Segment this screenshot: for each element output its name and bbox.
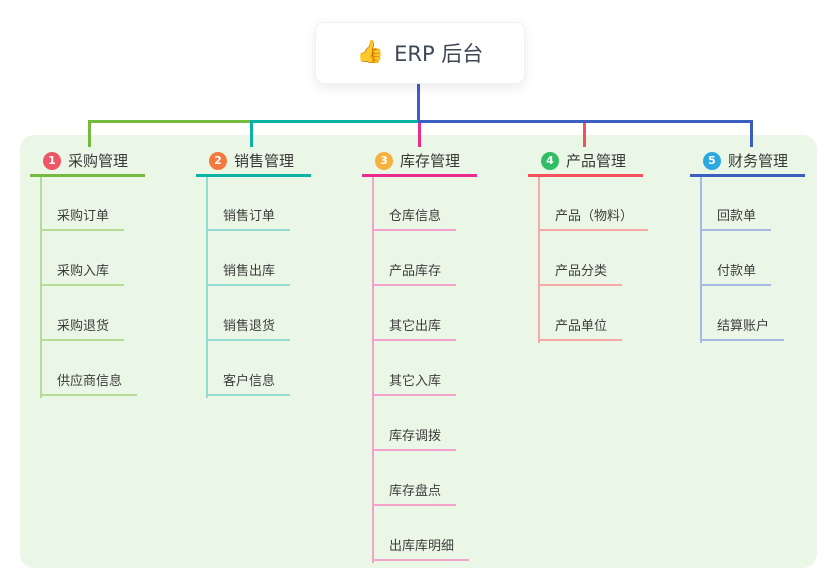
- bus-segment-left: [88, 120, 250, 123]
- branch-item[interactable]: 结算账户: [700, 286, 785, 341]
- branch-column-line: [538, 177, 540, 343]
- branch-item[interactable]: 出库库明细: [372, 506, 470, 561]
- branch-item-label: 客户信息: [223, 374, 276, 389]
- branch-item-label: 采购入库: [57, 264, 110, 279]
- branch-item[interactable]: 产品分类: [538, 231, 623, 286]
- branch-items: 回款单付款单结算账户: [700, 176, 785, 341]
- branch-item-label: 销售出库: [223, 264, 276, 279]
- branch-drop-line: [583, 123, 586, 147]
- bus-segment-center-left: [250, 120, 418, 123]
- branch-item-label: 采购订单: [57, 209, 110, 224]
- branch-item[interactable]: 采购入库: [40, 231, 125, 286]
- branch-column-line: [700, 177, 702, 343]
- branch-label: 销售管理: [234, 152, 295, 170]
- branch-items: 采购订单采购入库采购退货供应商信息: [40, 176, 138, 396]
- branches-panel: [20, 135, 817, 568]
- thumbs-up-icon: 👍: [356, 40, 385, 65]
- branch-item-label: 采购退货: [57, 319, 110, 334]
- branch-number-badge: 2: [209, 151, 227, 170]
- branch-item[interactable]: 其它入库: [372, 341, 457, 396]
- branch-item[interactable]: 客户信息: [206, 341, 291, 396]
- branch-item-label: 付款单: [717, 264, 757, 279]
- branch-column-line: [206, 177, 208, 398]
- branch-drop-line: [750, 123, 753, 147]
- branch-column-line: [40, 177, 42, 398]
- branch-item-label: 库存调拨: [389, 429, 442, 444]
- root-label: ERP 后台: [394, 42, 484, 66]
- branch-item-label: 供应商信息: [57, 374, 123, 389]
- branch-number-badge: 5: [703, 151, 721, 170]
- branch-label: 库存管理: [400, 152, 461, 170]
- branch-item-label: 出库库明细: [389, 539, 455, 554]
- branch-item-label: 产品分类: [555, 264, 608, 279]
- branch-item[interactable]: 其它出库: [372, 286, 457, 341]
- branch-drop-line: [250, 123, 253, 147]
- branch-item-label: 其它入库: [389, 374, 442, 389]
- branch-items: 仓库信息产品库存其它出库其它入库库存调拨库存盘点出库库明细: [372, 176, 470, 561]
- branch-title[interactable]: 1 采购管理: [30, 147, 145, 177]
- branch-number-badge: 1: [43, 151, 61, 170]
- branch-item[interactable]: 库存调拨: [372, 396, 457, 451]
- branch-item[interactable]: 采购退货: [40, 286, 125, 341]
- branch-title[interactable]: 3 库存管理: [362, 147, 477, 177]
- root-node[interactable]: 👍 ERP 后台: [315, 22, 525, 84]
- branch-item-label: 销售退货: [223, 319, 276, 334]
- branch-item[interactable]: 产品库存: [372, 231, 457, 286]
- branch-items: 销售订单销售出库销售退货客户信息: [206, 176, 291, 396]
- branch-items: 产品（物料） 产品分类产品单位: [538, 176, 649, 341]
- branch-item-label: 产品单位: [555, 319, 608, 334]
- branch-item-label: 仓库信息: [389, 209, 442, 224]
- branch-column-line: [372, 177, 374, 563]
- branch-item[interactable]: 仓库信息: [372, 176, 457, 231]
- branch-item-label: 销售订单: [223, 209, 276, 224]
- branch-item[interactable]: 销售退货: [206, 286, 291, 341]
- branch-item[interactable]: 销售订单: [206, 176, 291, 231]
- branch-item-label: 库存盘点: [389, 484, 442, 499]
- root-connector-line: [417, 82, 420, 123]
- branch-item[interactable]: 回款单: [700, 176, 772, 231]
- branch-item-label: 其它出库: [389, 319, 442, 334]
- branch-item[interactable]: 产品（物料）: [538, 176, 649, 231]
- branch-label: 产品管理: [566, 152, 627, 170]
- branch-label: 财务管理: [728, 152, 789, 170]
- branch-drop-line: [88, 123, 91, 147]
- branch-number-badge: 4: [541, 151, 559, 170]
- branch-item-label: 产品库存: [389, 264, 442, 279]
- branch-item-label: 结算账户: [717, 319, 770, 334]
- branch-drop-line: [418, 123, 421, 147]
- branch-title[interactable]: 5 财务管理: [690, 147, 805, 177]
- branch-item[interactable]: 采购订单: [40, 176, 125, 231]
- branch-item[interactable]: 库存盘点: [372, 451, 457, 506]
- branch-item[interactable]: 付款单: [700, 231, 772, 286]
- branch-label: 采购管理: [68, 152, 129, 170]
- branch-number-badge: 3: [375, 151, 393, 170]
- branch-title[interactable]: 2 销售管理: [196, 147, 311, 177]
- branch-item-label: 回款单: [717, 209, 757, 224]
- branch-item[interactable]: 供应商信息: [40, 341, 138, 396]
- branch-item-label: 产品（物料）: [555, 209, 634, 224]
- branch-item[interactable]: 销售出库: [206, 231, 291, 286]
- branch-title[interactable]: 4 产品管理: [528, 147, 643, 177]
- branch-item[interactable]: 产品单位: [538, 286, 623, 341]
- bus-segment-right: [418, 120, 753, 123]
